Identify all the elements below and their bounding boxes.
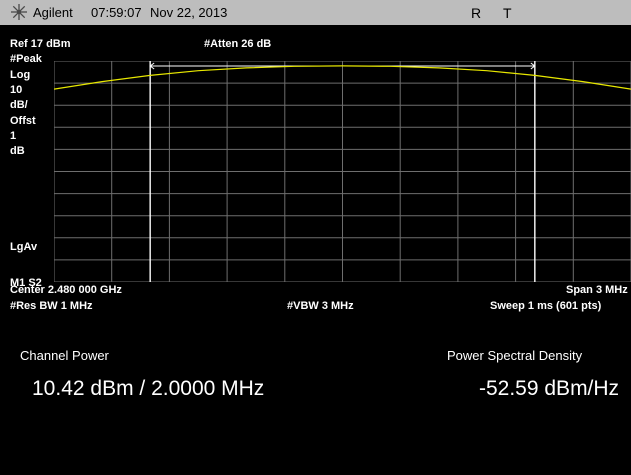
scale-unit: dB/ (10, 99, 28, 111)
clock-date: Nov 22, 2013 (150, 5, 228, 20)
title-bar: Agilent 07:59:07 Nov 22, 2013 R T (0, 0, 631, 25)
psd-label: Power Spectral Density (447, 348, 583, 363)
resolution-bandwidth: #Res BW 1 MHz (10, 300, 93, 312)
offset-label: Offst (10, 115, 36, 127)
spectrum-plot (54, 61, 631, 282)
attenuation: #Atten 26 dB (204, 38, 272, 50)
spectrum-trace (54, 65, 631, 90)
offset-value: 1 (10, 130, 17, 142)
center-frequency: Center 2.480 000 GHz (10, 284, 122, 296)
sweep-time: Sweep 1 ms (601 pts) (490, 300, 602, 312)
arrow-right-icon (530, 62, 536, 70)
channel-power-value: 10.42 dBm / 2.0000 MHz (32, 377, 265, 400)
video-bandwidth: #VBW 3 MHz (287, 300, 354, 312)
scale-type: Log (10, 69, 31, 81)
channel-power-label: Channel Power (20, 348, 109, 363)
marker-state: M1 S2 (10, 277, 42, 289)
detector-mode: #Peak (10, 53, 42, 65)
frequency-span: Span 3 MHz (566, 284, 628, 296)
averaging-mode: LgAv (10, 241, 38, 253)
reference-level: Ref 17 dBm (10, 38, 71, 50)
clock-time: 07:59:07 (91, 5, 142, 20)
brand-name: Agilent (33, 5, 73, 20)
arrow-left-icon (149, 62, 155, 70)
offset-unit: dB (10, 145, 25, 157)
trigger-indicator: T (503, 5, 512, 21)
psd-value: -52.59 dBm/Hz (479, 377, 620, 400)
remote-indicator: R (471, 5, 482, 21)
agilent-spark-icon (11, 4, 27, 20)
scale-value: 10 (10, 84, 23, 96)
